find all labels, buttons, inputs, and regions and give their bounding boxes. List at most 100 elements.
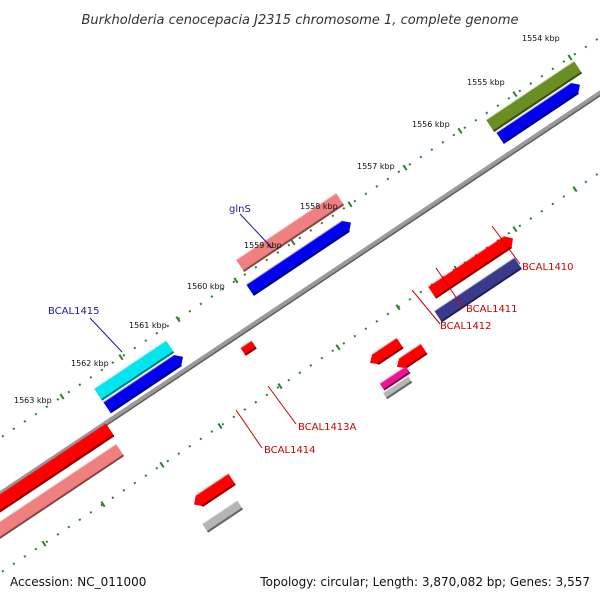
inner-minor-tick — [67, 525, 71, 529]
gene-block-bcal1410-product — [434, 258, 522, 322]
map-title: Burkholderia cenocepacia J2315 chromosom… — [81, 13, 518, 28]
scale-label: 1554 kbp — [522, 34, 560, 43]
gene-block-salmon-left-bevel — [0, 443, 117, 524]
scale-label: 1561 kbp — [129, 321, 167, 330]
gene-block-bcal1411-shadow — [404, 352, 428, 369]
inner-minor-tick — [518, 224, 522, 228]
gene-block-bcal1414-bevel — [201, 500, 239, 526]
accession-text: Accession: NC_011000 — [10, 575, 146, 589]
outer-minor-tick — [364, 192, 368, 196]
outer-minor-tick — [584, 45, 588, 49]
outer-minor-tick — [199, 302, 203, 306]
outer-major-tick — [347, 201, 353, 208]
outer-minor-tick — [254, 265, 258, 269]
inner-major-tick — [335, 344, 341, 351]
inner-minor-tick — [254, 400, 258, 404]
inner-minor-tick — [56, 532, 60, 536]
outer-minor-tick — [419, 155, 423, 159]
gene-block-glns-shadow — [243, 203, 345, 272]
outer-minor-tick — [320, 221, 324, 225]
inner-minor-tick — [89, 510, 93, 514]
gene-block-bcal1413a — [194, 474, 236, 507]
scale-label: 1555 kbp — [467, 78, 505, 87]
cds-block-glns-shadow — [252, 230, 350, 296]
outer-minor-tick — [298, 236, 302, 240]
outer-minor-tick — [529, 82, 533, 85]
outer-minor-tick — [155, 331, 159, 335]
cds-block-shadow — [502, 92, 579, 144]
scale-label: 1562 kbp — [71, 359, 109, 368]
outer-minor-tick — [122, 353, 126, 357]
inner-minor-tick — [419, 290, 423, 294]
outer-minor-tick — [474, 118, 478, 122]
feature-layer — [0, 60, 583, 540]
inner-minor-tick — [133, 481, 137, 485]
scale-label: 1559 kbp — [244, 241, 282, 250]
gene-block-bcal1414-shadow — [206, 507, 244, 533]
gene-label-bcal1411[interactable]: BCAL1411 — [466, 304, 518, 315]
inner-minor-tick — [34, 547, 38, 551]
gene-block-bcal1413a-b-bevel — [240, 340, 253, 350]
gene-block-bcal1413a-shadow — [201, 483, 236, 507]
outer-minor-tick — [573, 52, 577, 56]
outer-minor-tick — [430, 148, 434, 152]
gene-block-salmon-left-shadow — [0, 454, 125, 540]
gene-block-bcal1410-shadow — [435, 246, 513, 299]
inner-minor-tick — [496, 239, 500, 242]
gene-block-bcal1412-product-bevel — [382, 375, 409, 395]
scale-label: 1557 kbp — [357, 162, 395, 171]
gene-label-bcal1415[interactable]: BCAL1415 — [48, 306, 100, 317]
inner-minor-tick — [78, 518, 82, 522]
outer-minor-tick — [331, 214, 335, 218]
inner-minor-tick — [45, 540, 49, 544]
genome-summary-text: Topology: circular; Length: 3,870,082 bp… — [259, 575, 590, 589]
inner-minor-tick — [353, 334, 357, 338]
inner-minor-tick — [364, 327, 368, 331]
outer-scale-ticks — [1, 38, 599, 438]
gene-block-glns — [236, 193, 344, 272]
outer-minor-tick — [133, 346, 137, 350]
inner-minor-tick — [408, 297, 412, 301]
outer-minor-tick — [34, 412, 38, 416]
outer-major-tick — [59, 393, 65, 400]
inner-minor-tick — [551, 202, 555, 206]
inner-minor-tick — [210, 430, 214, 433]
gene-label-bcal1413a[interactable]: BCAL1413A — [298, 422, 357, 433]
inner-minor-tick — [320, 356, 324, 360]
inner-minor-tick — [221, 422, 225, 426]
outer-minor-tick — [408, 162, 412, 166]
gene-block-bcal1413a-bevel — [195, 473, 230, 497]
inner-minor-tick — [276, 386, 280, 389]
gene-block-bcal1413a-b — [240, 341, 257, 356]
inner-major-tick — [572, 186, 578, 193]
inner-minor-tick — [287, 378, 291, 382]
gene-label-glns[interactable]: glnS — [229, 204, 251, 215]
gene-block-bcal1415-bevel — [93, 340, 167, 390]
inner-minor-tick — [188, 444, 192, 448]
cds-block-bcal1415-bevel — [103, 354, 176, 404]
gene-block-bcal1412-product — [383, 376, 412, 399]
outer-minor-tick — [551, 67, 555, 71]
scale-label: 1558 kbp — [300, 202, 338, 211]
inner-major-tick — [159, 461, 165, 468]
inner-minor-tick — [463, 261, 467, 265]
inner-minor-tick — [12, 562, 16, 566]
gene-label-bcal1414[interactable]: BCAL1414 — [264, 445, 316, 456]
outer-minor-tick — [45, 405, 49, 409]
inner-minor-tick — [375, 320, 379, 323]
gene-block-bcal1412-product-shadow — [386, 380, 413, 400]
gene-block-bcal1410-product-bevel — [434, 257, 516, 313]
gene-label-bcal1410[interactable]: BCAL1410 — [522, 262, 574, 273]
cds-block-glns — [246, 220, 351, 296]
outer-major-tick — [118, 354, 124, 361]
gene-block-olive — [486, 61, 582, 132]
gene-label-bcal1412[interactable]: BCAL1412 — [440, 321, 492, 332]
outer-minor-tick — [540, 74, 544, 78]
leader-line — [267, 385, 297, 425]
outer-major-tick — [457, 127, 463, 134]
outer-minor-tick — [397, 170, 401, 174]
outer-minor-tick — [562, 60, 566, 63]
outer-major-tick — [175, 316, 181, 323]
gene-block-bcal1411-bevel — [398, 343, 422, 360]
gene-block-bcal1413a-b-shadow — [244, 346, 257, 356]
